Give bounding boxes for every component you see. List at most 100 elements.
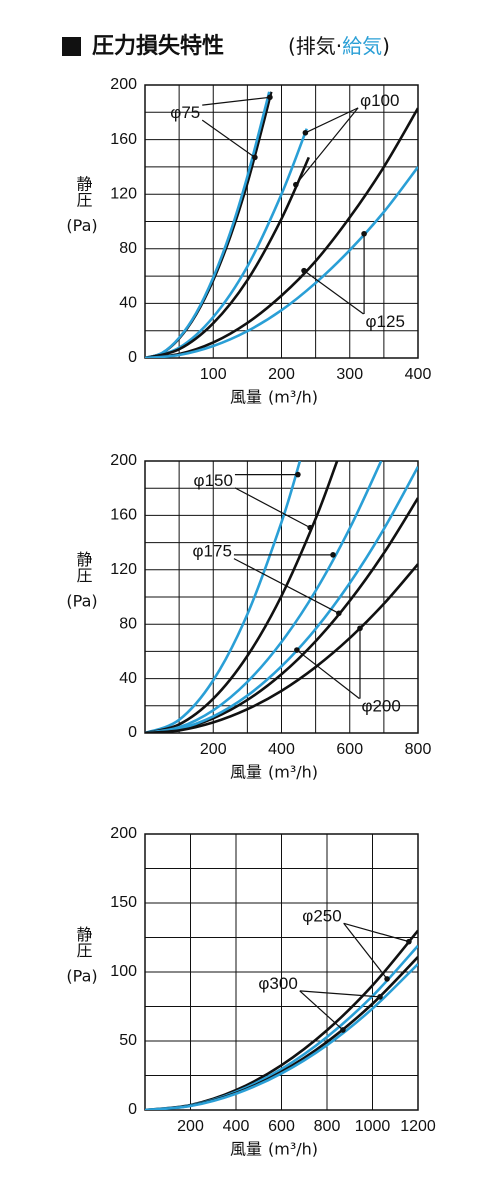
x-tick-label: 300 bbox=[336, 366, 363, 383]
curve bbox=[145, 466, 418, 733]
annotation-point bbox=[295, 471, 301, 478]
leader-line bbox=[201, 119, 256, 158]
y-tick-label: 200 bbox=[110, 452, 137, 469]
annotation-point bbox=[267, 94, 273, 101]
leader-line bbox=[343, 922, 410, 943]
annotation-point bbox=[301, 267, 307, 274]
annotation-point bbox=[357, 625, 363, 632]
annotation: φ300 bbox=[258, 974, 297, 993]
annotation-point bbox=[252, 154, 258, 161]
plot-frame bbox=[144, 833, 419, 1111]
y-tick-label: 0 bbox=[128, 1101, 137, 1118]
annotation-point bbox=[293, 181, 299, 188]
curve bbox=[145, 461, 383, 733]
annotation-point bbox=[406, 938, 412, 945]
x-tick-label: 1200 bbox=[400, 1118, 436, 1135]
leader-line bbox=[296, 649, 360, 700]
leader-line bbox=[305, 107, 359, 134]
x-label-unit: (m³/h) bbox=[268, 388, 318, 407]
x-tick-label: 800 bbox=[405, 741, 432, 758]
y-label-unit: (Pa) bbox=[66, 967, 97, 986]
curve bbox=[145, 963, 418, 1110]
annotation-point bbox=[294, 647, 300, 653]
annotation: φ75 bbox=[170, 103, 200, 122]
y-tick-label: 200 bbox=[110, 76, 137, 93]
x-tick-label: 400 bbox=[223, 1118, 250, 1135]
title-square bbox=[62, 37, 81, 56]
annotation-point bbox=[302, 129, 309, 136]
curve bbox=[145, 156, 310, 358]
curve bbox=[145, 461, 339, 733]
x-tick-label: 200 bbox=[200, 741, 227, 758]
annotation-point bbox=[336, 610, 342, 617]
x-tick-label: 200 bbox=[268, 366, 295, 383]
y-tick-label: 100 bbox=[110, 963, 137, 980]
y-tick-label: 50 bbox=[119, 1032, 137, 1049]
x-tick-label: 800 bbox=[314, 1118, 341, 1135]
annotation-point bbox=[377, 994, 383, 1000]
annotation: φ100 bbox=[360, 91, 399, 110]
y-tick-label: 40 bbox=[119, 295, 137, 312]
annotation: φ125 bbox=[366, 312, 405, 331]
x-tick-label: 100 bbox=[200, 366, 227, 383]
subtitle-part: ) bbox=[382, 34, 390, 58]
leader-line bbox=[233, 558, 340, 614]
y-tick-label: 80 bbox=[119, 615, 137, 632]
y-label-unit: (Pa) bbox=[66, 216, 97, 235]
leader-line bbox=[303, 270, 364, 315]
y-tick-label: 160 bbox=[110, 507, 137, 524]
leader-line bbox=[343, 922, 388, 980]
y-tick-label: 200 bbox=[110, 825, 137, 842]
y-tick-label: 160 bbox=[110, 131, 137, 148]
annotation-point bbox=[384, 976, 390, 982]
x-tick-label: 400 bbox=[405, 366, 432, 383]
y-tick-label: 40 bbox=[119, 670, 137, 687]
y-label: 静圧 bbox=[74, 926, 93, 958]
leader-line bbox=[299, 990, 381, 998]
curve bbox=[145, 107, 418, 358]
plot-frame bbox=[144, 84, 419, 359]
x-label: 風量 bbox=[230, 1140, 262, 1159]
x-label-unit: (m³/h) bbox=[268, 1140, 318, 1159]
x-tick-label: 600 bbox=[268, 1118, 295, 1135]
plot-frame bbox=[144, 460, 419, 734]
chart: 0 50 100 150 200 200 400 600 800 1000 1200 静圧 (Pa) 風量… bbox=[66, 825, 436, 1158]
curve bbox=[145, 563, 418, 733]
curve bbox=[145, 91, 271, 358]
annotation-point bbox=[330, 552, 336, 558]
x-tick-label: 400 bbox=[268, 741, 295, 758]
x-label-unit: (m³/h) bbox=[268, 763, 318, 782]
y-tick-label: 150 bbox=[110, 894, 137, 911]
annotation: φ200 bbox=[361, 697, 400, 716]
curve bbox=[145, 166, 418, 358]
annotation-point bbox=[307, 524, 313, 531]
annotation-point bbox=[361, 230, 367, 237]
leader-line bbox=[295, 107, 359, 186]
x-tick-label: 1000 bbox=[355, 1118, 391, 1135]
chart: 0 40 80 120 160 200 200 400 600 800 静圧 (Pa) 風量 (m³/h)… bbox=[66, 452, 431, 781]
x-tick-label: 600 bbox=[336, 741, 363, 758]
leader-line bbox=[202, 96, 270, 106]
y-tick-label: 120 bbox=[110, 185, 137, 202]
subtitle: (排気·給気) bbox=[288, 34, 390, 58]
y-label-unit: (Pa) bbox=[66, 592, 97, 611]
chart: 0 40 80 120 160 200 100 200 300 400 静圧 (Pa) 風量 (m³/h)… bbox=[66, 76, 431, 406]
leader-line bbox=[234, 487, 311, 529]
annotation-point bbox=[340, 1027, 346, 1033]
y-label: 静圧 bbox=[74, 551, 93, 583]
y-tick-label: 120 bbox=[110, 561, 137, 578]
subtitle-part: 給気 bbox=[342, 34, 382, 58]
y-tick-label: 0 bbox=[128, 724, 137, 741]
y-label: 静圧 bbox=[74, 176, 93, 208]
y-tick-label: 80 bbox=[119, 240, 137, 257]
y-tick-label: 0 bbox=[128, 349, 137, 366]
title: 圧力損失特性 bbox=[92, 33, 224, 59]
annotation: φ250 bbox=[302, 906, 341, 925]
leader-line bbox=[299, 990, 344, 1031]
annotation: φ150 bbox=[194, 471, 233, 490]
x-tick-label: 200 bbox=[177, 1118, 204, 1135]
curve bbox=[145, 128, 308, 358]
curve bbox=[145, 461, 302, 733]
x-label: 風量 bbox=[230, 763, 262, 782]
